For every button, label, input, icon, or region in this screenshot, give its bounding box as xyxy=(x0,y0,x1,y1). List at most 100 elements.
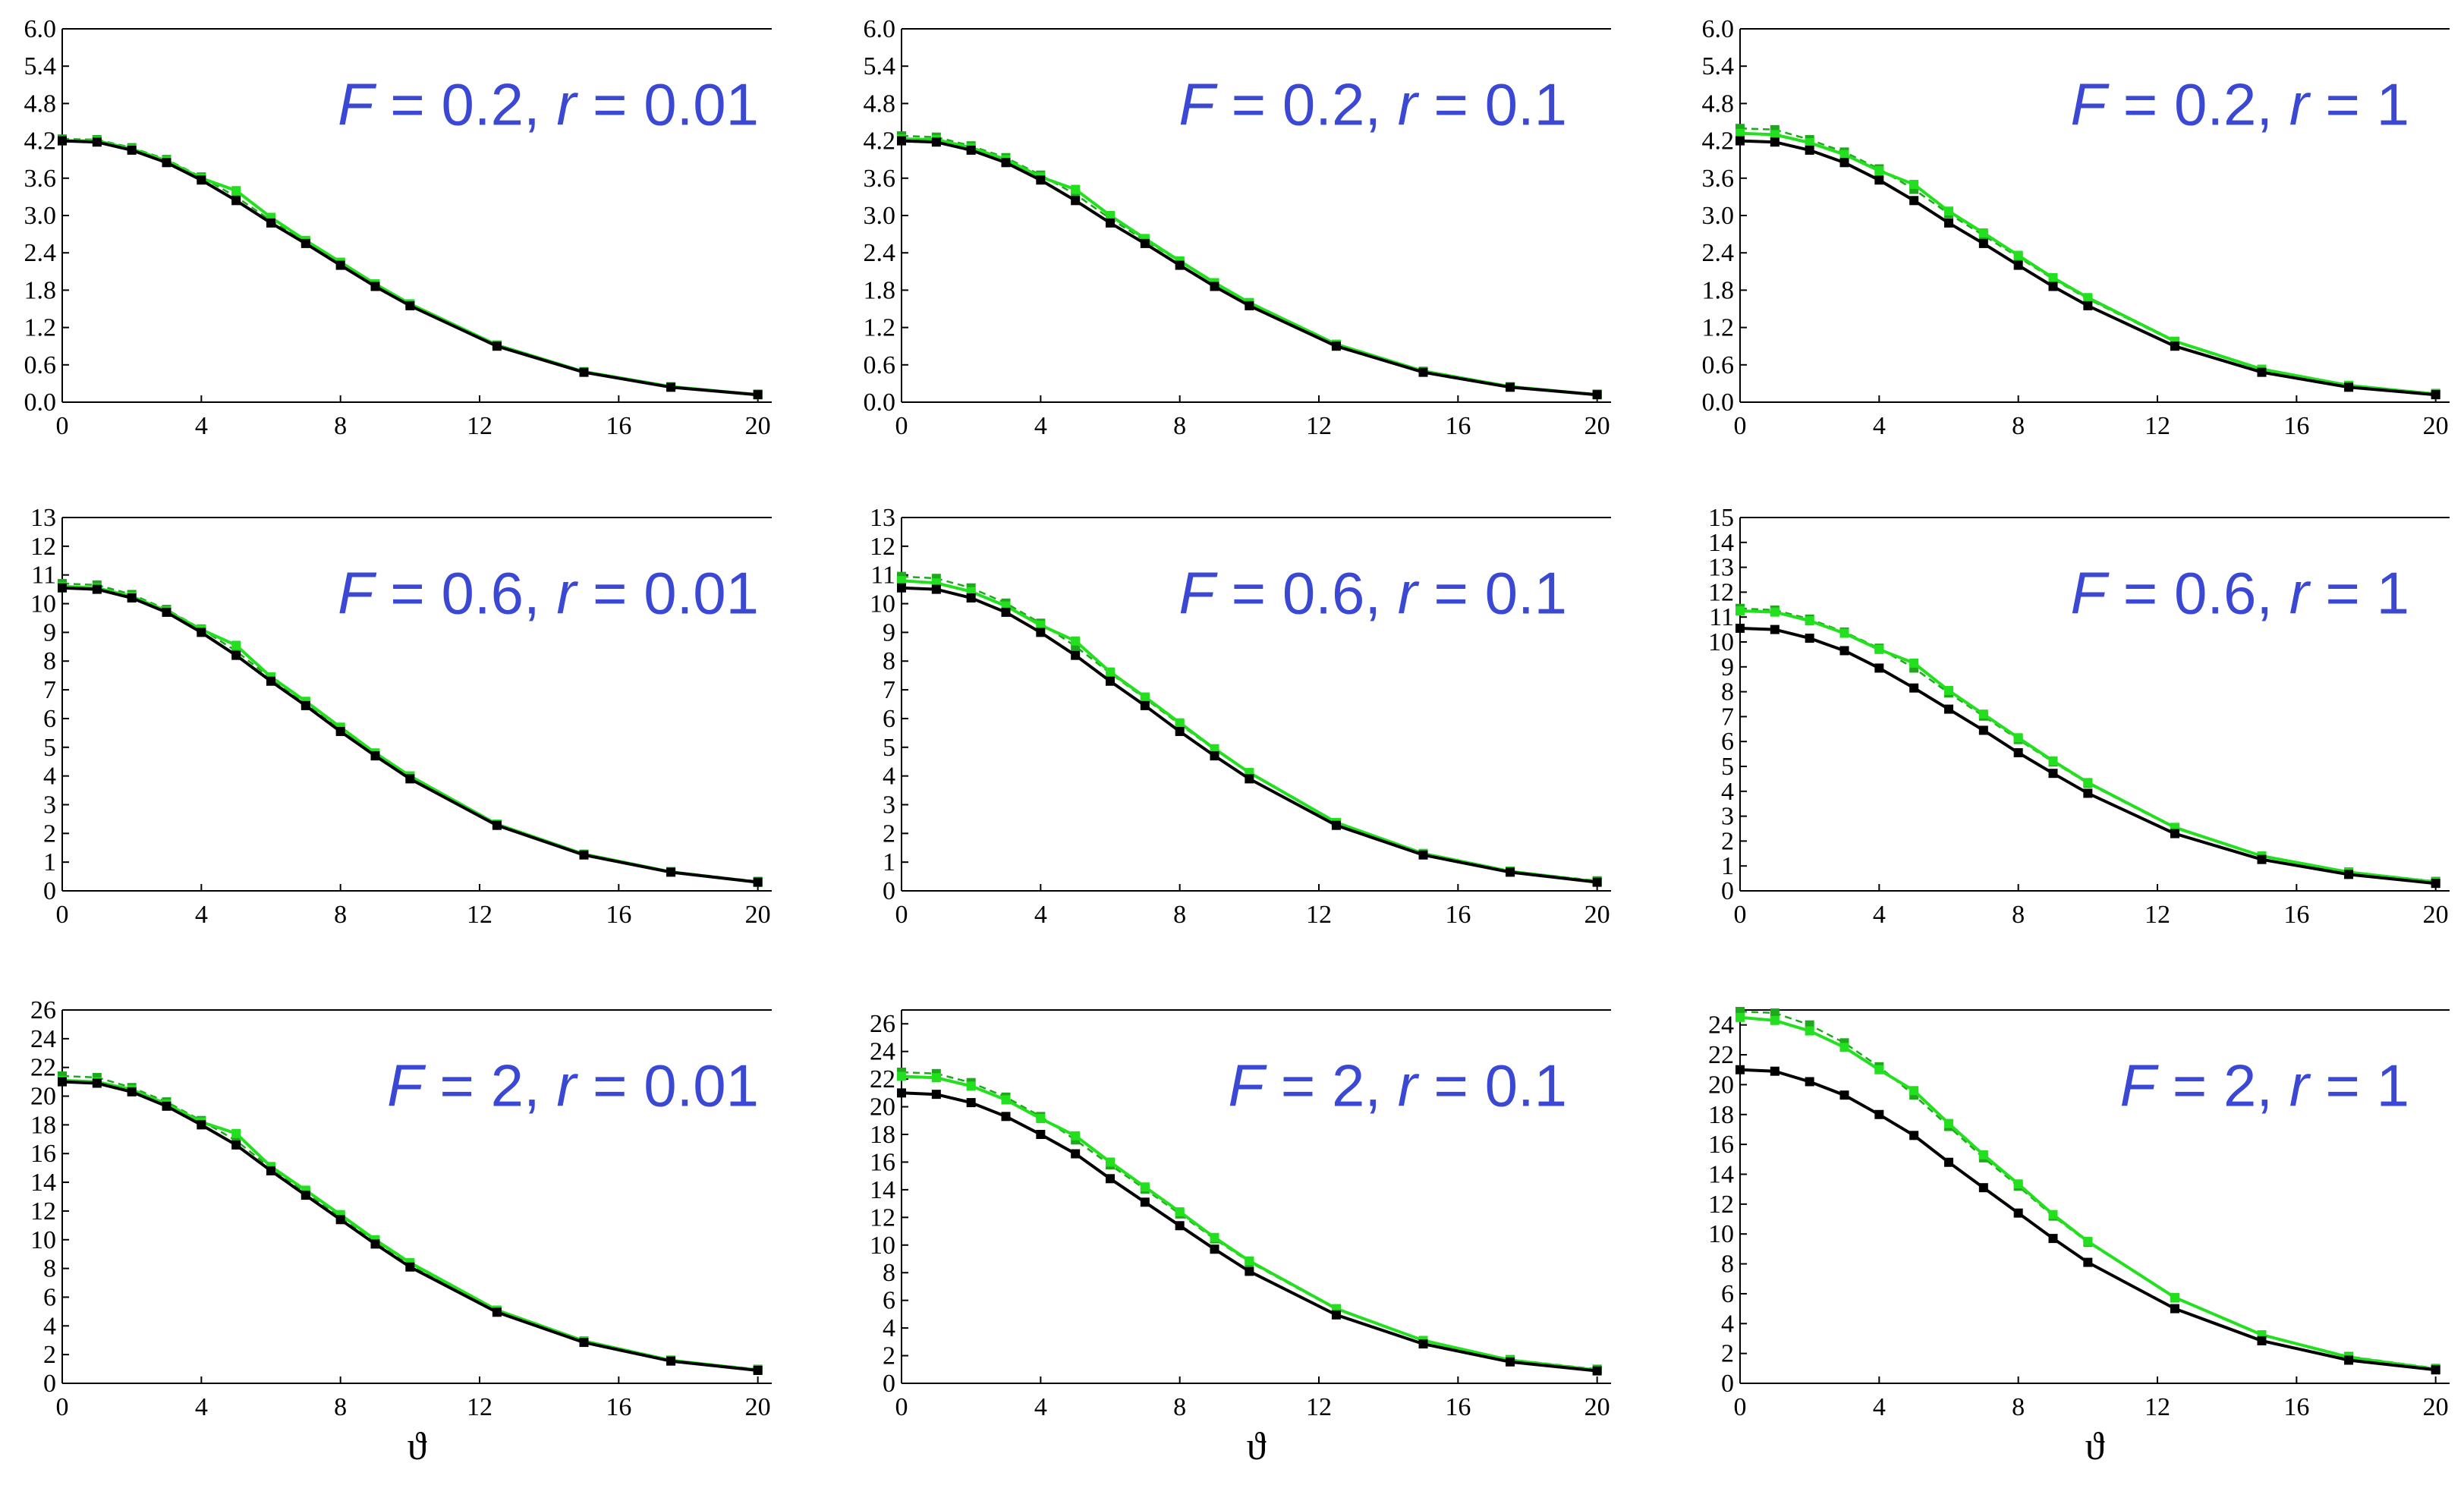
data-point-black-solid xyxy=(1735,623,1745,633)
panel-annotation: F = 0.2, r = 0.01 xyxy=(338,71,759,137)
chart-panel: 0 2 4 6 8 10 12 14 16 18 20 22 24 26 0 4 8 12 16 20 ϑ F = 2, … xyxy=(870,1009,1611,1468)
data-point-black-solid xyxy=(2344,870,2354,879)
data-point-black-solid xyxy=(966,1098,976,1108)
x-tick-label: 0 xyxy=(1734,901,1747,929)
y-tick-label: 0.6 xyxy=(1702,351,1735,379)
data-point-green-solid xyxy=(1944,206,1953,216)
data-point-black-solid xyxy=(1805,1077,1814,1087)
panel-annotation: F = 2, r = 0.1 xyxy=(1228,1052,1567,1118)
x-tick-label: 20 xyxy=(745,412,771,440)
panel-annotation: F = 0.6, r = 0.01 xyxy=(338,559,759,626)
data-point-green-solid xyxy=(1770,1015,1780,1025)
y-tick-label: 3.0 xyxy=(24,202,57,230)
y-tick-label: 6 xyxy=(883,705,895,733)
panel-annotation: F = 2, r = 1 xyxy=(2119,1052,2409,1118)
y-tick-label: 6 xyxy=(883,1287,895,1315)
data-point-green-solid xyxy=(1770,130,1780,140)
data-point-black-solid xyxy=(753,390,763,400)
y-tick-label: 12 xyxy=(870,1203,895,1232)
data-point-black-solid xyxy=(2257,854,2267,864)
x-tick-label: 0 xyxy=(895,412,908,440)
y-tick-label: 22 xyxy=(870,1065,895,1093)
y-tick-label: 0 xyxy=(883,877,895,905)
data-point-black-solid xyxy=(1874,175,1884,185)
data-point-black-solid xyxy=(92,584,102,594)
y-tick-label: 8 xyxy=(883,1259,895,1287)
y-tick-label: 4 xyxy=(43,763,56,791)
y-tick-label: 24 xyxy=(870,1038,895,1066)
chart-svg: 0.0 0.6 1.2 1.8 2.4 3.0 3.6 4.2 4.8 5.4 6.0 0 4 8 12 16… xyxy=(24,15,772,440)
data-point-black-solid xyxy=(405,300,415,310)
data-point-black-solid xyxy=(1506,867,1515,877)
data-point-black-solid xyxy=(1245,1266,1254,1276)
data-point-black-solid xyxy=(1874,663,1884,673)
data-point-black-solid xyxy=(2083,788,2093,798)
data-point-black-solid xyxy=(370,751,380,761)
data-point-green-solid xyxy=(1874,644,1884,654)
y-tick-label: 26 xyxy=(30,996,56,1024)
series-line-black-solid xyxy=(901,1091,1597,1373)
data-point-black-solid xyxy=(2083,1257,2093,1267)
data-point-black-solid xyxy=(666,867,676,877)
y-tick-label: 10 xyxy=(30,1226,56,1254)
y-tick-label: 12 xyxy=(1708,1191,1734,1219)
y-tick-label: 16 xyxy=(30,1140,56,1168)
data-point-green-solid xyxy=(1106,1157,1115,1167)
y-tick-label: 24 xyxy=(1708,1011,1734,1040)
data-point-black-solid xyxy=(1106,218,1115,228)
y-tick-label: 4.2 xyxy=(864,127,896,156)
data-point-black-solid xyxy=(92,137,102,147)
y-tick-label: 0.6 xyxy=(864,351,896,379)
x-tick-label: 12 xyxy=(2145,412,2170,440)
x-tick-label: 0 xyxy=(895,901,908,929)
x-tick-label: 8 xyxy=(2012,901,2025,929)
data-point-black-solid xyxy=(1735,1065,1745,1074)
y-tick-label: 0 xyxy=(1721,1370,1734,1398)
series-line-black-solid xyxy=(1739,627,2436,886)
data-point-black-solid xyxy=(2083,300,2093,310)
y-tick-label: 13 xyxy=(1708,554,1734,582)
x-tick-label: 4 xyxy=(1034,1393,1047,1421)
data-point-green-solid xyxy=(1106,211,1115,220)
data-point-green-solid xyxy=(931,1073,941,1083)
data-point-black-solid xyxy=(931,1090,941,1100)
data-point-black-solid xyxy=(1418,1339,1428,1349)
y-tick-label: 2 xyxy=(43,820,56,848)
y-tick-label: 16 xyxy=(1708,1131,1734,1159)
data-point-black-solid xyxy=(579,367,589,377)
data-point-green-solid xyxy=(2048,756,2058,766)
y-tick-label: 2.4 xyxy=(1702,239,1735,267)
data-point-black-solid xyxy=(1106,1174,1115,1184)
series-line-black-solid xyxy=(61,1080,758,1372)
data-point-black-solid xyxy=(2013,260,2023,270)
x-tick-label: 8 xyxy=(2012,412,2025,440)
y-tick-label: 9 xyxy=(43,618,56,647)
x-axis-label: ϑ xyxy=(1247,1425,1267,1468)
panel-annotation: F = 2, r = 0.01 xyxy=(387,1052,759,1118)
data-point-black-solid xyxy=(1245,774,1254,784)
y-tick-label: 0 xyxy=(43,877,56,905)
data-point-black-solid xyxy=(1770,625,1780,634)
x-tick-label: 0 xyxy=(56,1393,69,1421)
y-tick-label: 7 xyxy=(883,676,895,704)
y-tick-label: 7 xyxy=(43,676,56,704)
data-point-black-solid xyxy=(231,196,241,206)
data-point-black-solid xyxy=(1036,1130,1046,1139)
y-tick-label: 13 xyxy=(30,504,56,532)
y-tick-label: 4.2 xyxy=(1702,127,1735,156)
series-line-green-dashed xyxy=(61,1074,758,1370)
y-tick-label: 6.0 xyxy=(864,15,896,43)
y-tick-label: 5.4 xyxy=(1702,52,1735,80)
y-tick-label: 4 xyxy=(883,763,895,791)
data-point-black-solid xyxy=(162,1101,172,1111)
data-point-green-dashed xyxy=(1770,1008,1780,1018)
data-point-black-solid xyxy=(1592,390,1602,400)
x-tick-label: 20 xyxy=(1584,1393,1610,1421)
x-axis-label: ϑ xyxy=(408,1425,427,1468)
x-tick-label: 12 xyxy=(1306,1393,1332,1421)
data-point-green-solid xyxy=(2083,1237,2093,1247)
x-tick-label: 0 xyxy=(1734,412,1747,440)
data-point-black-solid xyxy=(753,877,763,887)
data-point-black-solid xyxy=(897,136,906,146)
